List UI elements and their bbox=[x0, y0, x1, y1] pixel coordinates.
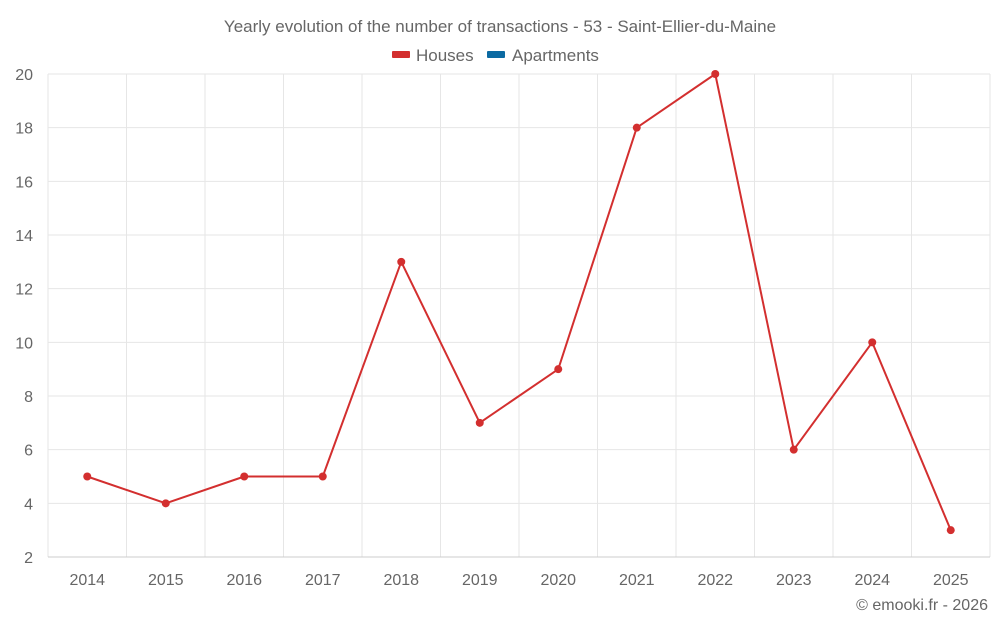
data-point-houses[interactable] bbox=[946, 526, 955, 535]
x-tick-label: 2022 bbox=[697, 572, 733, 589]
legend-label-houses: Houses bbox=[416, 46, 474, 65]
y-axis-ticks: 2 4 6 8 10 12 14 16 18 20 bbox=[15, 67, 33, 567]
x-tick-label: 2024 bbox=[854, 572, 890, 589]
credit-text: © emooki.fr - 2026 bbox=[856, 597, 988, 614]
x-tick-label: 2017 bbox=[305, 572, 341, 589]
data-point-houses[interactable] bbox=[318, 472, 327, 481]
data-point-houses[interactable] bbox=[632, 123, 641, 132]
legend[interactable]: Houses Apartments bbox=[392, 46, 599, 65]
legend-item-houses[interactable]: Houses bbox=[392, 46, 474, 65]
x-tick-label: 2019 bbox=[462, 572, 498, 589]
data-point-houses[interactable] bbox=[397, 257, 406, 266]
legend-item-apartments[interactable]: Apartments bbox=[487, 46, 599, 65]
y-tick-label: 2 bbox=[24, 550, 33, 567]
grid-lines bbox=[47, 73, 991, 557]
x-tick-label: 2015 bbox=[148, 572, 184, 589]
series-houses bbox=[83, 70, 955, 535]
y-tick-label: 20 bbox=[15, 67, 33, 84]
chart-title: Yearly evolution of the number of transa… bbox=[224, 17, 776, 36]
data-point-houses[interactable] bbox=[240, 472, 249, 481]
y-tick-label: 14 bbox=[15, 228, 33, 245]
data-point-houses[interactable] bbox=[554, 365, 563, 374]
legend-swatch-houses bbox=[392, 51, 410, 58]
y-tick-label: 16 bbox=[15, 174, 33, 191]
y-tick-label: 18 bbox=[15, 121, 33, 138]
y-tick-label: 4 bbox=[24, 496, 33, 513]
y-tick-label: 8 bbox=[24, 389, 33, 406]
data-point-houses[interactable] bbox=[711, 70, 720, 78]
legend-swatch-apartments bbox=[487, 51, 505, 58]
data-point-houses[interactable] bbox=[161, 499, 170, 508]
x-tick-label: 2025 bbox=[933, 572, 969, 589]
x-tick-label: 2021 bbox=[619, 572, 655, 589]
x-tick-label: 2016 bbox=[226, 572, 262, 589]
y-tick-label: 6 bbox=[24, 443, 33, 460]
y-tick-label: 10 bbox=[15, 335, 33, 352]
x-tick-label: 2018 bbox=[383, 572, 419, 589]
series-line-houses bbox=[86, 73, 952, 531]
data-point-houses[interactable] bbox=[475, 418, 484, 427]
data-point-houses[interactable] bbox=[83, 472, 92, 481]
x-axis-ticks: 2014 2015 2016 2017 2018 2019 2020 2021 2022 2023… bbox=[69, 572, 968, 589]
x-tick-label: 2020 bbox=[540, 572, 576, 589]
legend-label-apartments: Apartments bbox=[512, 46, 599, 65]
data-point-houses[interactable] bbox=[789, 445, 798, 454]
y-tick-label: 12 bbox=[15, 282, 33, 299]
data-point-houses[interactable] bbox=[868, 338, 877, 347]
x-tick-label: 2023 bbox=[776, 572, 812, 589]
x-tick-label: 2014 bbox=[69, 572, 105, 589]
